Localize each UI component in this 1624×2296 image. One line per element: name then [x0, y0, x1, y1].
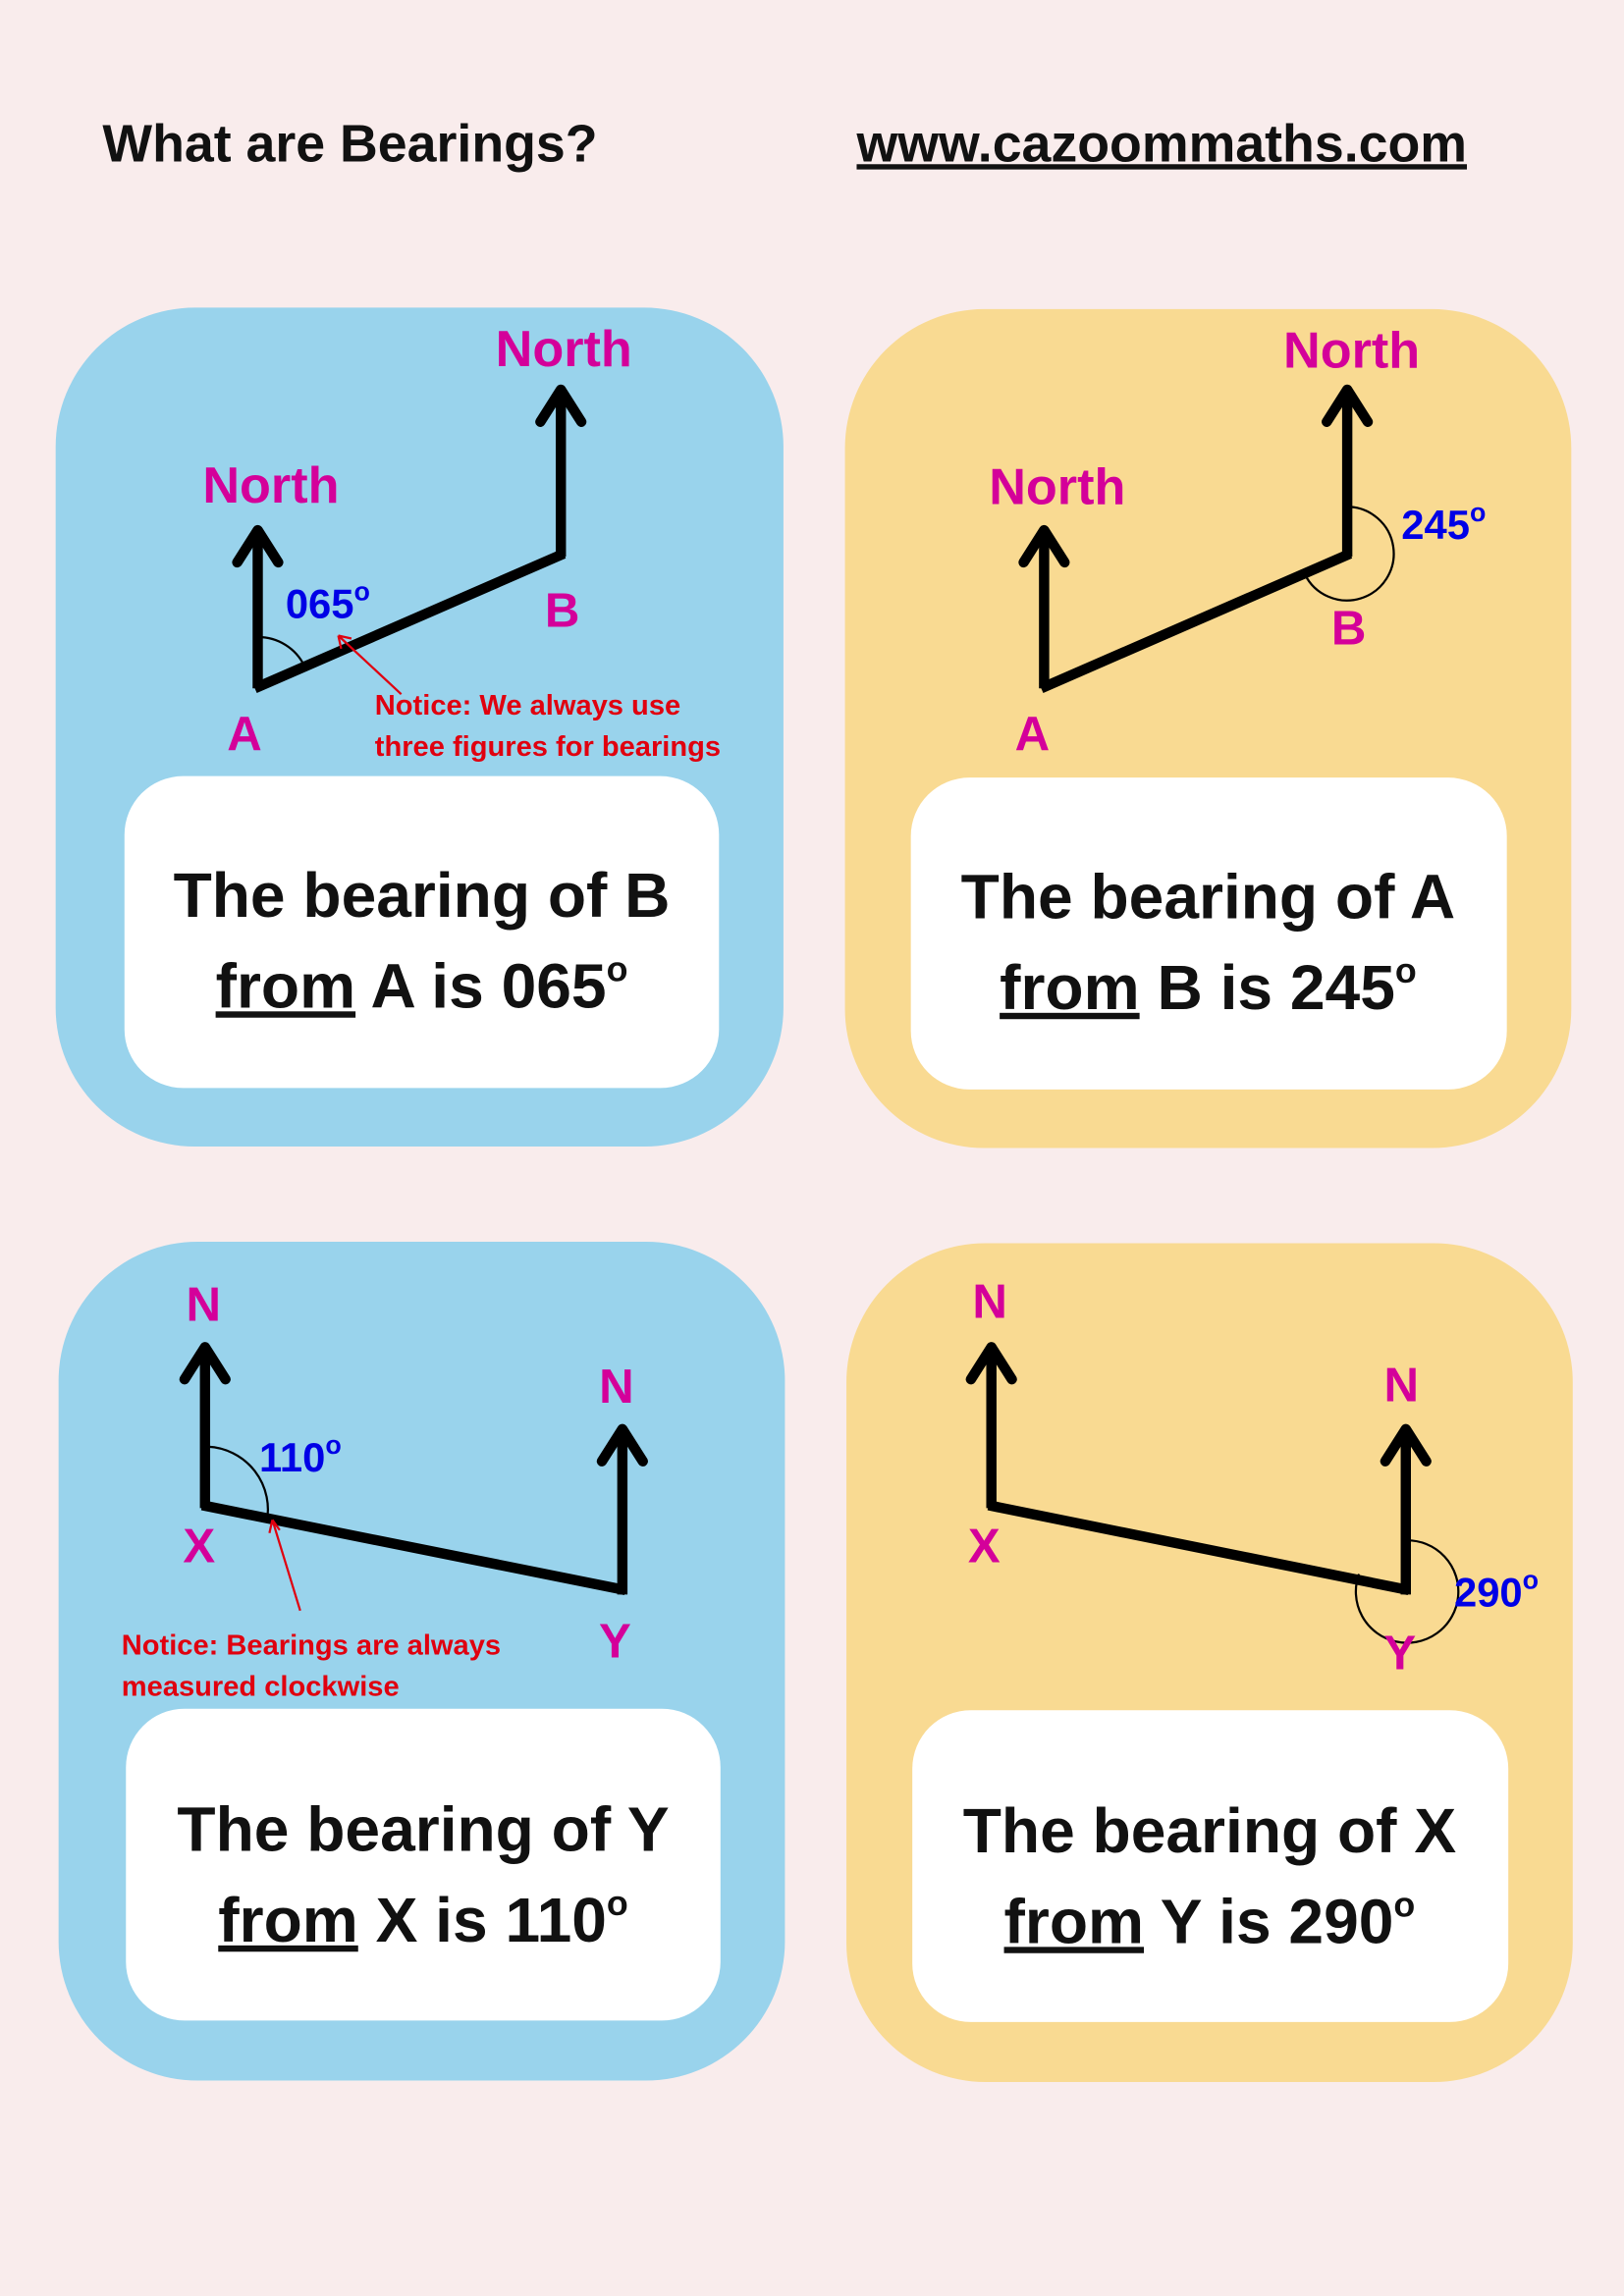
- card-bearing-y-from-x: N N 110o X Y Notice: Bearings are always…: [58, 1241, 785, 2081]
- north-arrow-a-icon: [232, 524, 284, 689]
- angle-arc: [1354, 1539, 1460, 1644]
- notice-line-2: three figures for bearings: [375, 731, 721, 763]
- north-label-a: North: [989, 458, 1125, 515]
- angle-label: 065o: [286, 577, 370, 627]
- point-label-y: Y: [1383, 1626, 1416, 1680]
- notice-line-2: measured clockwise: [122, 1671, 400, 1702]
- statement-line-2: from A is 065o: [216, 949, 628, 1021]
- statement-box: [126, 1708, 721, 2021]
- card-bearing-x-from-y: N N 290o X Y The bearing of X from Y is …: [846, 1243, 1573, 2083]
- north-label-a: North: [202, 457, 339, 514]
- point-label-x: X: [968, 1520, 1001, 1574]
- point-label-a: A: [1015, 707, 1051, 761]
- statement-line-2: from B is 245o: [1000, 951, 1417, 1023]
- statement-line-1: The bearing of Y: [177, 1793, 669, 1864]
- notice-line-1: Notice: We always use: [375, 690, 680, 721]
- north-label-x: N: [187, 1277, 222, 1331]
- point-label-b: B: [1331, 601, 1367, 655]
- north-arrow-a-icon: [1018, 524, 1070, 689]
- card-bearing-b-from-a: North North 065o B A Notice: We always u…: [55, 307, 784, 1148]
- line-x-to-y: [200, 1500, 626, 1596]
- line-a-to-b: [252, 549, 567, 693]
- angle-label: 290o: [1454, 1565, 1539, 1615]
- north-label-x: N: [972, 1275, 1007, 1329]
- line-x-to-y: [987, 1500, 1410, 1596]
- statement-box: [910, 777, 1507, 1090]
- north-label-y: N: [1384, 1359, 1420, 1413]
- north-arrow-b-icon: [535, 384, 587, 557]
- angle-label: 245o: [1401, 498, 1486, 548]
- page-title: What are Bearings?: [102, 114, 597, 173]
- north-arrow-y-icon: [1380, 1423, 1432, 1595]
- notice-pointer-icon: [337, 634, 403, 695]
- statement-line-1: The bearing of B: [174, 860, 671, 931]
- notice-pointer-icon: [268, 1519, 301, 1612]
- card-bearing-a-from-b: North North 245o B A The bearing of A fr…: [844, 308, 1572, 1148]
- angle-arc: [257, 635, 306, 667]
- angle-label: 110o: [259, 1430, 342, 1480]
- angle-arc: [1303, 506, 1395, 602]
- statement-line-1: The bearing of X: [963, 1795, 1457, 1866]
- angle-arc: [207, 1445, 269, 1523]
- statement-line-2: from Y is 290o: [1004, 1886, 1416, 1957]
- north-arrow-b-icon: [1322, 384, 1374, 557]
- line-a-to-b: [1039, 549, 1353, 693]
- statement-line-1: The bearing of A: [961, 861, 1456, 932]
- point-label-b: B: [545, 584, 580, 638]
- statement-box: [124, 775, 720, 1089]
- north-arrow-y-icon: [596, 1423, 648, 1595]
- north-label-b: North: [1283, 323, 1420, 380]
- north-label-y: N: [599, 1360, 634, 1414]
- statement-box: [912, 1710, 1509, 2022]
- point-label-x: X: [183, 1520, 215, 1574]
- website-link[interactable]: www.cazoommaths.com: [855, 114, 1467, 173]
- notice-line-1: Notice: Bearings are always: [122, 1630, 501, 1662]
- statement-line-2: from X is 110o: [218, 1884, 628, 1955]
- north-arrow-x-icon: [965, 1342, 1017, 1509]
- point-label-a: A: [227, 707, 262, 761]
- point-label-y: Y: [599, 1615, 631, 1669]
- north-label-b: North: [496, 321, 632, 378]
- north-arrow-x-icon: [179, 1342, 231, 1509]
